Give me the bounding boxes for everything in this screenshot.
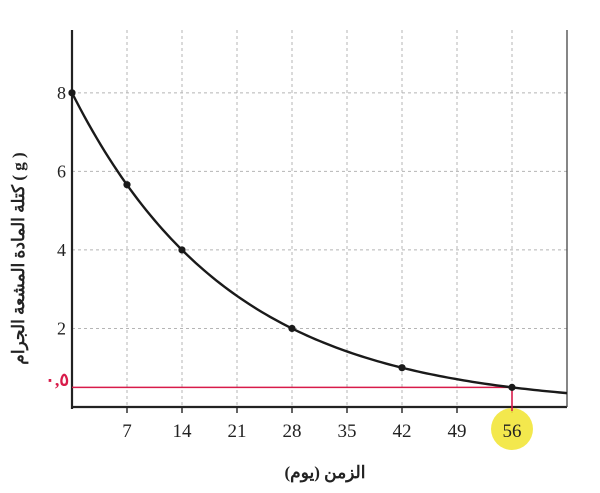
annotation-label: ٠,٥ <box>45 369 69 389</box>
annotation: ٠,٥ <box>45 369 533 450</box>
x-axis-label: الزمن (يوم) <box>285 463 366 483</box>
data-point <box>508 383 516 391</box>
grid <box>72 30 567 407</box>
data-point <box>178 246 186 254</box>
y-tick-label: 8 <box>57 83 66 103</box>
data-point <box>68 89 76 97</box>
y-axis-label: كتلة المادة المشعة الجرام ( g ) <box>9 152 29 364</box>
x-tick-label: 49 <box>448 421 467 442</box>
tick-labels: 7 14 21 28 35 42 49 56 2 4 6 8 <box>57 83 522 442</box>
decay-curve <box>70 92 568 395</box>
x-tick-label: 28 <box>283 421 302 442</box>
y-tick-label: 2 <box>57 318 66 338</box>
x-tick-label: 42 <box>393 421 412 442</box>
data-point <box>398 364 406 372</box>
x-tick-label: 14 <box>173 421 193 442</box>
series <box>68 89 568 395</box>
y-tick-label: 6 <box>57 161 66 181</box>
x-tick-label: 21 <box>228 421 247 442</box>
highlight-circle <box>491 408 533 450</box>
x-tick-label: 7 <box>122 421 132 442</box>
x-tick-label: 35 <box>338 421 357 442</box>
x-tick-label: 56 <box>503 421 522 442</box>
axis-labels: كتلة المادة المشعة الجرام ( g ) الزمن (ي… <box>9 152 365 483</box>
data-point <box>288 324 296 333</box>
y-tick-label: 4 <box>57 240 66 260</box>
axes <box>70 30 568 413</box>
data-point <box>123 181 131 189</box>
